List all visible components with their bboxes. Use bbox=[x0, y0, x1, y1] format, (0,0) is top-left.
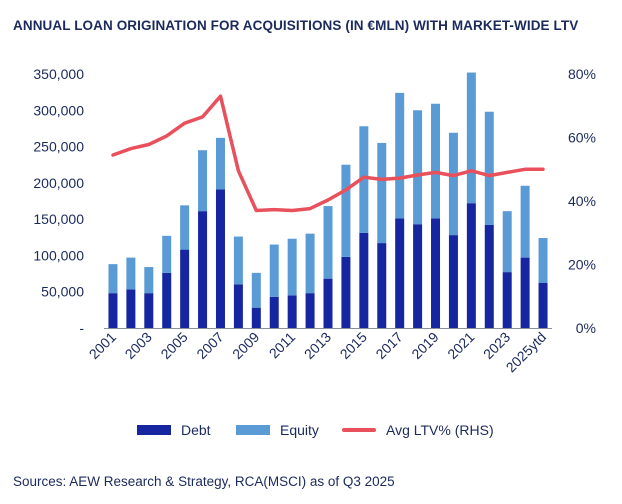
right-tick-label: 40% bbox=[568, 193, 596, 209]
bar-debt-2006 bbox=[198, 211, 208, 328]
legend-swatch-equity bbox=[236, 425, 270, 435]
bars bbox=[108, 72, 548, 328]
bar-debt-2007 bbox=[215, 189, 225, 328]
bar-equity-2021 bbox=[466, 72, 476, 204]
left-tick-label: 100,000 bbox=[33, 247, 84, 263]
x-tick-label: 2025ytd bbox=[503, 329, 550, 376]
legend-label-debt: Debt bbox=[181, 422, 211, 438]
bar-debt-2010 bbox=[269, 296, 279, 328]
right-axis: 0% 20% 40% 60% 80% bbox=[568, 66, 596, 336]
bar-equity-2020 bbox=[448, 132, 458, 236]
left-tick-label: 200,000 bbox=[33, 175, 84, 191]
bar-debt-2005 bbox=[180, 249, 190, 328]
bar-equity-2014 bbox=[341, 164, 351, 257]
bar-equity-2005 bbox=[180, 205, 190, 250]
bar-equity-2006 bbox=[198, 150, 208, 212]
x-tick-label: 2015 bbox=[337, 329, 370, 362]
right-tick-label: 60% bbox=[568, 130, 596, 146]
bar-debt-2020 bbox=[448, 235, 458, 328]
x-tick-label: 2003 bbox=[122, 329, 155, 362]
x-tick-label: 2019 bbox=[408, 329, 441, 362]
bar-debt-2009 bbox=[251, 307, 261, 328]
bar-equity-2019 bbox=[431, 103, 441, 219]
bar-equity-2015 bbox=[359, 126, 369, 233]
bar-equity-2002 bbox=[126, 257, 136, 290]
left-tick-label: 150,000 bbox=[33, 211, 84, 227]
left-tick-label: 300,000 bbox=[33, 102, 84, 118]
bar-equity-2009 bbox=[251, 272, 261, 308]
bar-equity-2012 bbox=[305, 233, 315, 294]
bar-debt-2003 bbox=[144, 293, 154, 328]
bar-equity-2004 bbox=[162, 235, 172, 273]
bar-debt-2018 bbox=[413, 224, 423, 328]
legend: Debt Equity Avg LTV% (RHS) bbox=[0, 420, 622, 440]
legend-item-ltv: Avg LTV% (RHS) bbox=[342, 420, 494, 440]
chart-title: ANNUAL LOAN ORIGINATION FOR ACQUISITIONS… bbox=[13, 18, 579, 33]
right-tick-label: 80% bbox=[568, 66, 596, 82]
bar-debt-2002 bbox=[126, 289, 136, 328]
legend-swatch-ltv bbox=[342, 428, 376, 432]
bar-debt-2013 bbox=[323, 278, 333, 328]
bar-debt-2008 bbox=[233, 284, 243, 328]
ltv-line-path bbox=[111, 94, 545, 213]
left-axis: - 50,000 100,000 150,000 200,000 250,000 300,0… bbox=[33, 66, 84, 336]
bar-equity-2011 bbox=[287, 238, 297, 296]
bar-debt-2021 bbox=[466, 203, 476, 328]
legend-swatch-debt bbox=[137, 425, 171, 435]
bar-equity-2023 bbox=[502, 211, 512, 273]
legend-label-equity: Equity bbox=[280, 422, 319, 438]
x-tick-label: 2011 bbox=[266, 329, 299, 362]
bar-debt-2012 bbox=[305, 293, 315, 328]
bar-equity-2013 bbox=[323, 206, 333, 279]
bar-equity-2024 bbox=[520, 185, 530, 258]
bar-equity-2010 bbox=[269, 244, 279, 297]
x-tick-label: 2007 bbox=[193, 329, 226, 362]
bar-debt-2023 bbox=[502, 272, 512, 328]
x-tick-label: 2017 bbox=[372, 329, 405, 362]
ltv-line bbox=[111, 94, 545, 213]
left-tick-label: - bbox=[79, 320, 84, 336]
bar-equity-2007 bbox=[215, 137, 225, 190]
legend-label-ltv: Avg LTV% (RHS) bbox=[386, 422, 494, 438]
left-tick-label: 50,000 bbox=[41, 284, 84, 300]
left-tick-label: 350,000 bbox=[33, 66, 84, 82]
bar-debt-2011 bbox=[287, 295, 297, 328]
bar-debt-2017 bbox=[395, 218, 405, 328]
bar-equity-2025ytd bbox=[538, 238, 548, 284]
bar-debt-2004 bbox=[162, 272, 172, 328]
bar-debt-2024 bbox=[520, 257, 530, 328]
bar-equity-2016 bbox=[377, 142, 387, 244]
x-axis: 2001 2003 2005 2007 2009 2011 2013 2015 2017 2019… bbox=[86, 328, 552, 376]
x-tick-label: 2005 bbox=[157, 329, 190, 362]
bar-equity-2001 bbox=[108, 264, 118, 294]
right-tick-label: 0% bbox=[576, 320, 596, 336]
x-tick-label: 2021 bbox=[444, 329, 477, 362]
bar-debt-2022 bbox=[484, 224, 494, 328]
x-tick-label: 2009 bbox=[229, 329, 262, 362]
bar-equity-2017 bbox=[395, 92, 405, 219]
bar-debt-2025ytd bbox=[538, 283, 548, 328]
bar-equity-2008 bbox=[233, 236, 243, 285]
bar-debt-2016 bbox=[377, 243, 387, 328]
bar-equity-2018 bbox=[413, 110, 423, 225]
bar-debt-2019 bbox=[431, 218, 441, 328]
left-tick-label: 250,000 bbox=[33, 139, 84, 155]
legend-item-debt: Debt bbox=[137, 420, 211, 440]
x-tick-label: 2001 bbox=[86, 329, 119, 362]
bar-debt-2014 bbox=[341, 256, 351, 328]
bar-debt-2015 bbox=[359, 232, 369, 328]
bar-equity-2022 bbox=[484, 111, 494, 225]
x-tick-label: 2013 bbox=[301, 329, 334, 362]
right-tick-label: 20% bbox=[568, 257, 596, 273]
bar-debt-2001 bbox=[108, 293, 118, 328]
legend-item-equity: Equity bbox=[236, 420, 319, 440]
bar-equity-2003 bbox=[144, 267, 154, 294]
source-note: Sources: AEW Research & Strategy, RCA(MS… bbox=[13, 474, 395, 489]
